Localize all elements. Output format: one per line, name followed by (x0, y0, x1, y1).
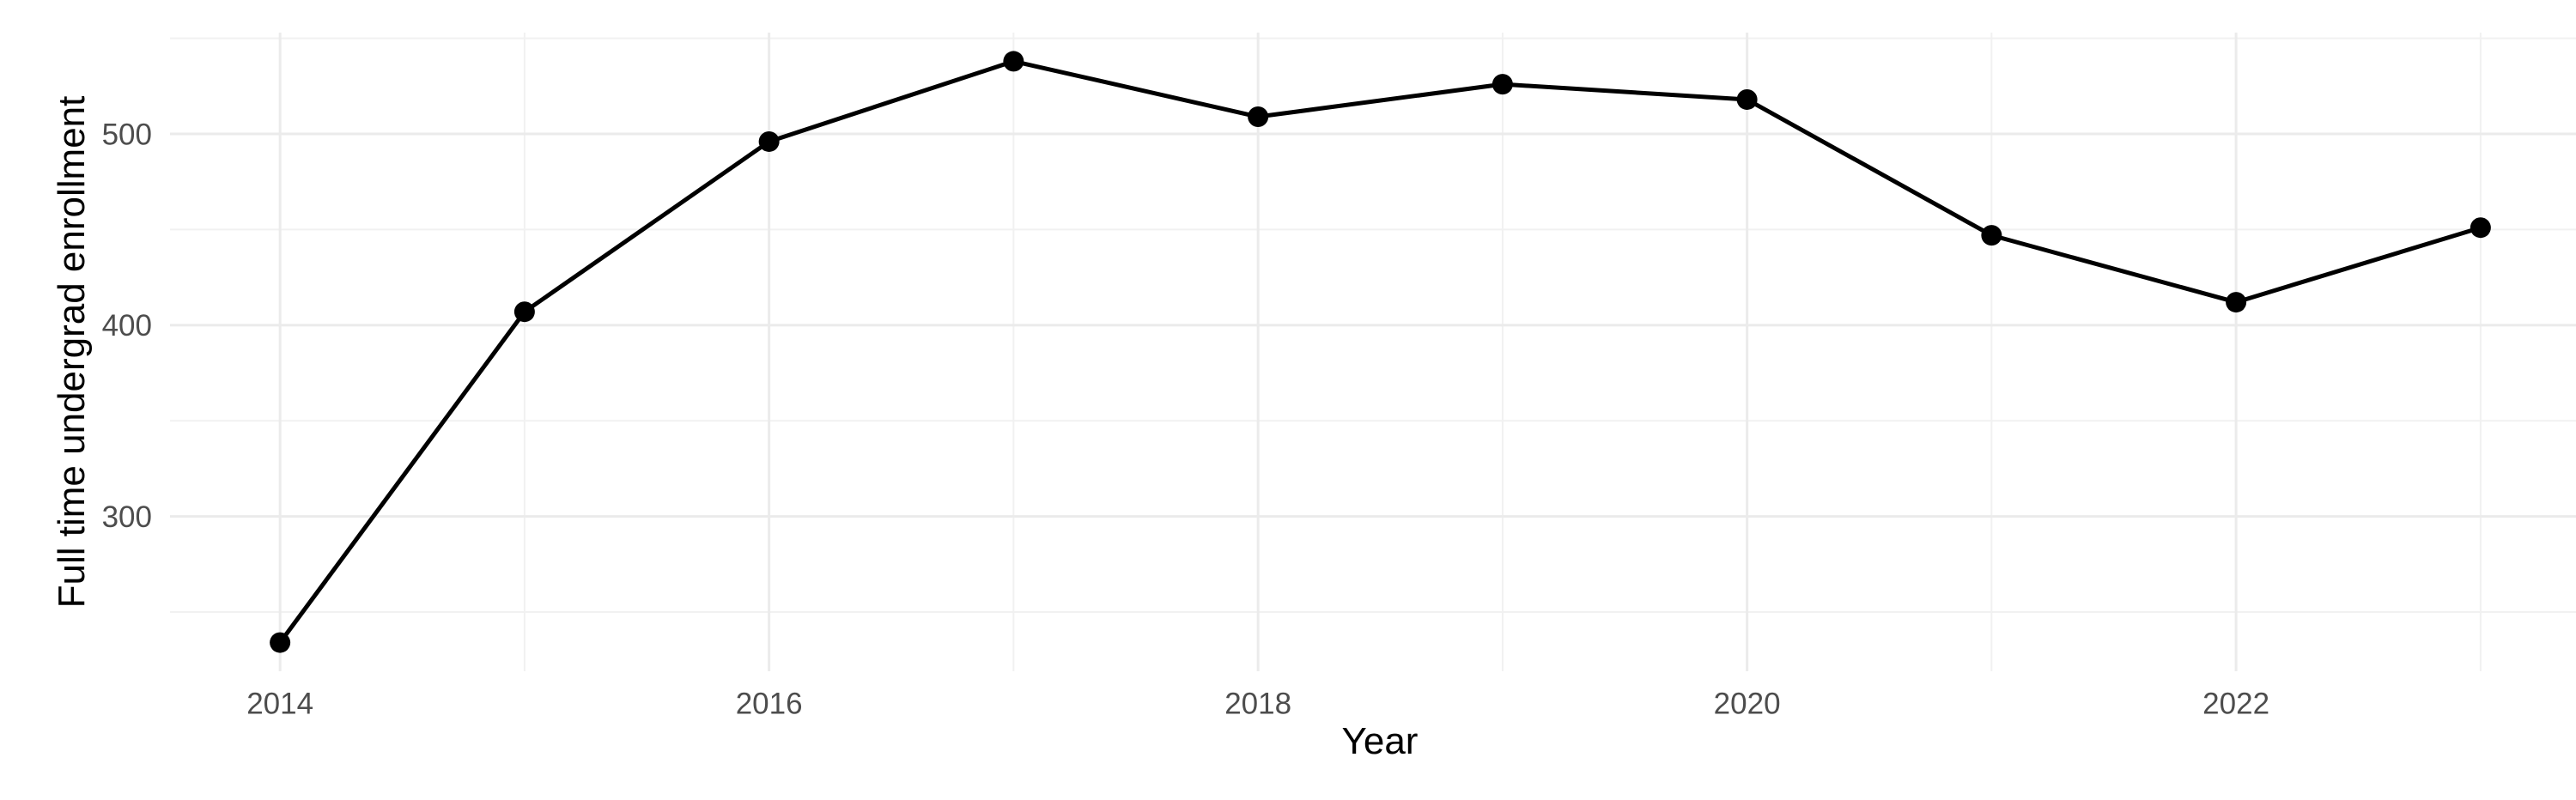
chart-canvas: 300 400 500 2014 2016 2018 2020 2022 (102, 33, 2576, 720)
data-point (2470, 217, 2491, 239)
x-axis-title: Year (1341, 720, 1419, 762)
y-tick-label: 500 (102, 118, 152, 151)
x-tick-label: 2022 (2202, 687, 2269, 720)
data-point (758, 130, 780, 152)
enrollment-line-chart: 300 400 500 2014 2016 2018 2020 2022 Full time … (34, 14, 2576, 786)
data-point (1248, 106, 1269, 128)
data-point (1736, 88, 1758, 110)
x-tick-label: 2016 (736, 687, 803, 720)
data-point (1003, 51, 1024, 72)
x-tick-label: 2020 (1714, 687, 1781, 720)
data-point (270, 632, 291, 653)
y-tick-label: 300 (102, 500, 152, 534)
data-point (1981, 225, 2002, 246)
data-point (513, 301, 535, 323)
x-tick-label: 2014 (246, 687, 313, 720)
y-axis-title: Full time undergrad enrollment (51, 95, 93, 609)
data-point (1492, 74, 1513, 95)
data-point (2226, 292, 2247, 313)
x-tick-label: 2018 (1224, 687, 1291, 720)
series-line (278, 58, 2482, 645)
y-tick-label: 400 (102, 309, 152, 342)
